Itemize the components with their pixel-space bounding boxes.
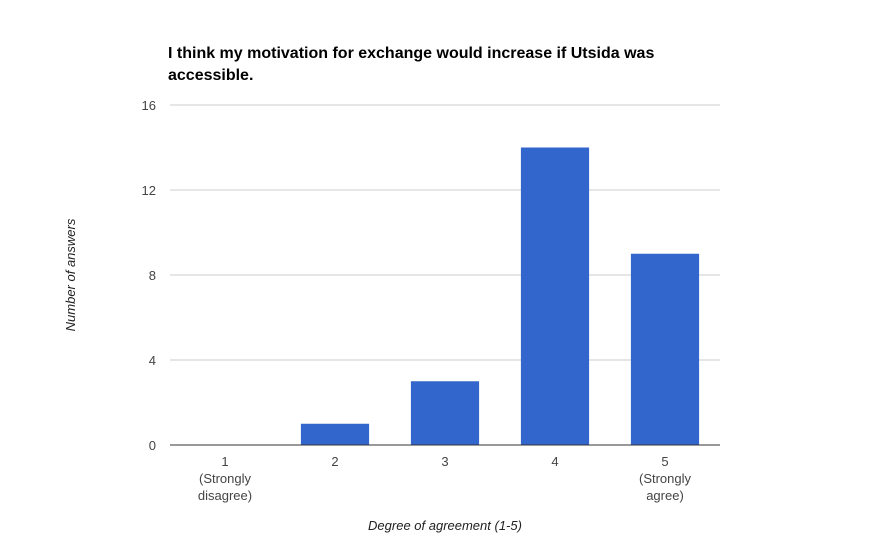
bar <box>630 253 700 445</box>
y-tick-label: 0 <box>149 438 156 453</box>
y-tick-label: 8 <box>149 268 156 283</box>
y-tick-label: 16 <box>142 98 156 113</box>
gridlines <box>170 104 720 361</box>
x-axis-title: Degree of agreement (1-5) <box>368 518 522 533</box>
y-tick-label: 4 <box>149 353 156 368</box>
bars <box>300 147 700 445</box>
x-tick-label-line: 2 <box>331 454 338 469</box>
x-tick-label-line: 5 <box>661 454 668 469</box>
x-tick-label: 1 (Strongly disagree) <box>198 454 252 503</box>
x-tick-label: 5 (Strongly agree) <box>639 454 692 503</box>
chart-title-line-1: I think my motivation for exchange would… <box>168 45 654 62</box>
y-tick-label: 12 <box>142 183 156 198</box>
x-tick-label: 2 <box>331 454 338 469</box>
bar <box>300 423 370 445</box>
x-tick-labels: 1 (Strongly disagree) 2 3 4 5 (Strongly agree) <box>198 454 692 503</box>
x-tick-label-line: agree) <box>646 488 684 503</box>
bar <box>410 381 480 445</box>
x-tick-label-line: 4 <box>551 454 558 469</box>
chart-title-line-2: accessible. <box>168 67 253 84</box>
y-axis-title: Number of answers <box>63 218 78 331</box>
y-tick-labels: 0 4 8 12 16 <box>142 98 156 453</box>
x-tick-label-line: 1 <box>221 454 228 469</box>
x-tick-label-line: (Strongly <box>199 471 252 486</box>
x-tick-label-line: (Strongly <box>639 471 692 486</box>
chart-title: I think my motivation for exchange would… <box>168 45 659 84</box>
x-tick-label: 4 <box>551 454 558 469</box>
x-tick-label: 3 <box>441 454 448 469</box>
x-tick-label-line: disagree) <box>198 488 252 503</box>
x-tick-label-line: 3 <box>441 454 448 469</box>
bar <box>520 147 590 445</box>
